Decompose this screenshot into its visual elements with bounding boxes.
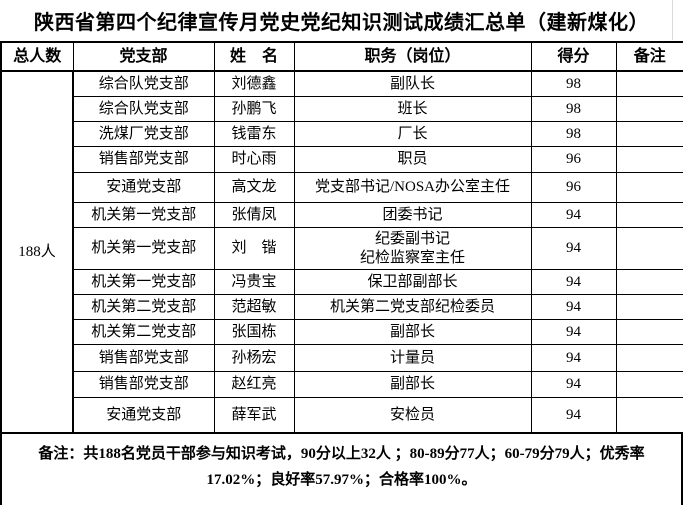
- document-title: 陕西省第四个纪律宣传月党史党纪知识测试成绩汇总单（建新煤化）: [34, 12, 649, 34]
- branch-cell: 机关第一党支部: [72, 227, 215, 270]
- score-table: 总人数 党支部 姓 名 职务（岗位） 得分 备注 188人 综合队党支部 刘德鑫…: [0, 41, 683, 434]
- name-cell: 钱雷东: [213, 121, 295, 147]
- remark-cell: [615, 96, 683, 122]
- score-cell: 96: [530, 146, 617, 173]
- summary-note-text: 备注：共188名党员干部参与知识考试，90分以上32人 ；80-89分77人；6…: [38, 446, 645, 488]
- branch-cell: 销售部党支部: [72, 344, 215, 372]
- position-cell: 纪委副书记 纪检监察室主任: [293, 227, 532, 270]
- score-cell: 94: [530, 269, 617, 295]
- name-cell: 张国栋: [213, 319, 295, 345]
- name-cell: 赵红亮: [213, 371, 295, 398]
- name-cell: 范超敏: [213, 294, 295, 320]
- header-remark: 备注: [615, 41, 683, 72]
- position-cell: 副队长: [293, 70, 532, 97]
- name-cell: 孙杨宏: [213, 344, 295, 372]
- remark-cell: [615, 269, 683, 295]
- position-cell: 副部长: [293, 319, 532, 345]
- header-row: 总人数 党支部 姓 名 职务（岗位） 得分 备注: [0, 41, 683, 72]
- header-position: 职务（岗位）: [293, 41, 532, 72]
- table-row: 安通党支部 高文龙 党支部书记/NOSA办公室主任 96: [1, 172, 683, 203]
- position-cell: 职员: [293, 146, 532, 173]
- score-cell: 94: [530, 344, 617, 372]
- position-cell: 班长: [293, 96, 532, 122]
- branch-cell: 销售部党支部: [72, 371, 215, 398]
- position-cell: 厂长: [293, 121, 532, 147]
- table-row: 机关第二党支部 范超敏 机关第二党支部纪检委员 94: [1, 294, 683, 320]
- remark-cell: [615, 172, 683, 203]
- branch-cell: 综合队党支部: [72, 96, 215, 122]
- name-cell: 孙鹏飞: [213, 96, 295, 122]
- name-cell: 薛军武: [213, 397, 295, 434]
- position-cell: 团委书记: [293, 202, 532, 228]
- score-cell: 98: [530, 121, 617, 147]
- table-row: 机关第一党支部 张倩凤 团委书记 94: [1, 202, 683, 228]
- branch-cell: 安通党支部: [72, 397, 215, 434]
- position-cell: 保卫部副部长: [293, 269, 532, 295]
- score-cell: 94: [530, 397, 617, 434]
- name-cell: 时心雨: [213, 146, 295, 173]
- score-cell: 98: [530, 70, 617, 97]
- remark-cell: [615, 294, 683, 320]
- remark-cell: [615, 319, 683, 345]
- remark-cell: [615, 121, 683, 147]
- score-cell: 94: [530, 294, 617, 320]
- name-cell: 冯贵宝: [213, 269, 295, 295]
- table-row: 综合队党支部 孙鹏飞 班长 98: [1, 96, 683, 122]
- table-row: 机关第一党支部 刘 锴 纪委副书记 纪检监察室主任 94: [1, 227, 683, 270]
- position-cell: 机关第二党支部纪检委员: [293, 294, 532, 320]
- table-row: 安通党支部 薛军武 安检员 94: [1, 397, 683, 434]
- branch-cell: 机关第二党支部: [72, 294, 215, 320]
- table-row: 机关第一党支部 冯贵宝 保卫部副部长 94: [1, 269, 683, 295]
- table-row: 188人 综合队党支部 刘德鑫 副队长 98: [0, 70, 683, 434]
- branch-cell: 机关第一党支部: [72, 202, 215, 228]
- remark-cell: [615, 70, 683, 97]
- table-row: 销售部党支部 赵红亮 副部长 94: [1, 371, 683, 398]
- name-cell: 张倩凤: [213, 202, 295, 228]
- header-name: 姓 名: [213, 41, 295, 72]
- position-cell: 副部长: [293, 371, 532, 398]
- branch-cell: 机关第二党支部: [72, 319, 215, 345]
- position-cell: 计量员: [293, 344, 532, 372]
- table-row: 洗煤厂党支部 钱雷东 厂长 98: [1, 121, 683, 147]
- table-row: 机关第二党支部 张国栋 副部长 94: [1, 319, 683, 345]
- position-cell: 党支部书记/NOSA办公室主任: [293, 172, 532, 203]
- header-total: 总人数: [0, 41, 74, 72]
- name-cell: 刘 锴: [213, 227, 295, 270]
- remark-cell: [615, 202, 683, 228]
- branch-cell: 机关第一党支部: [72, 269, 215, 295]
- name-cell: 高文龙: [213, 172, 295, 203]
- header-branch: 党支部: [72, 41, 215, 72]
- remark-cell: [615, 227, 683, 270]
- score-cell: 94: [530, 371, 617, 398]
- branch-cell: 安通党支部: [72, 172, 215, 203]
- branch-cell: 综合队党支部: [72, 70, 215, 97]
- branch-cell: 洗煤厂党支部: [72, 121, 215, 147]
- gridline: [672, 0, 673, 40]
- score-cell: 94: [530, 202, 617, 228]
- score-cell: 94: [530, 227, 617, 270]
- table-row: 销售部党支部 时心雨 职员 96: [1, 146, 683, 173]
- table-row: 销售部党支部 孙杨宏 计量员 94: [1, 344, 683, 372]
- total-count-cell: 188人: [0, 70, 74, 434]
- remark-cell: [615, 344, 683, 372]
- score-cell: 94: [530, 319, 617, 345]
- score-cell: 96: [530, 172, 617, 203]
- position-cell: 安检员: [293, 397, 532, 434]
- remark-cell: [615, 397, 683, 434]
- remark-cell: [615, 371, 683, 398]
- summary-note-box: 备注：共188名党员干部参与知识考试，90分以上32人 ；80-89分77人；6…: [0, 434, 683, 505]
- remark-cell: [615, 146, 683, 173]
- branch-cell: 销售部党支部: [72, 146, 215, 173]
- name-cell: 刘德鑫: [213, 70, 295, 97]
- header-score: 得分: [530, 41, 617, 72]
- score-cell: 98: [530, 96, 617, 122]
